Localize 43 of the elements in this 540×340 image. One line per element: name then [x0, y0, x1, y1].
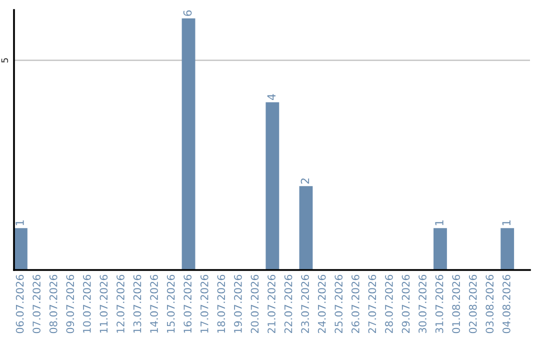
data-label: 1 [502, 220, 510, 226]
x-tick-label: 31.07.2026 [435, 274, 444, 334]
data-label: 4 [267, 94, 276, 100]
x-tick-label: 25.07.2026 [334, 274, 343, 334]
x-tick-label: 13.07.2026 [133, 274, 142, 333]
x-tick-label: 02.08.2026 [468, 274, 477, 334]
x-tick-label: 20.07.2026 [250, 274, 259, 334]
y-tick-label: 5 [1, 58, 8, 62]
x-tick-label: 23.07.2026 [301, 274, 310, 334]
x-tick-label: 07.07.2026 [32, 274, 41, 334]
x-tick-label: 18.07.2026 [217, 274, 226, 333]
x-tick-label: 24.07.2026 [318, 274, 326, 334]
x-tick-label: 22.07.2026 [284, 274, 292, 334]
data-label: 1 [16, 220, 24, 226]
data-label: 6 [183, 10, 192, 16]
x-tick-label: 26.07.2026 [351, 274, 360, 334]
x-tick-label: 19.07.2026 [234, 274, 242, 333]
x-tick-label: 03.08.2026 [486, 274, 494, 334]
x-tick-label: 12.07.2026 [116, 274, 124, 333]
bar [299, 186, 313, 270]
x-tick-label: 09.07.2026 [66, 274, 74, 334]
bar [266, 102, 280, 270]
data-label: 1 [435, 220, 444, 226]
x-tick-label: 21.07.2026 [268, 274, 276, 334]
x-tick-label: 01.08.2026 [452, 274, 460, 334]
x-tick-label: 15.07.2026 [166, 274, 175, 333]
bar [14, 228, 28, 270]
x-tick-label: 16.07.2026 [184, 274, 192, 333]
x-tick-label: 17.07.2026 [200, 274, 208, 333]
x-tick-label: 04.08.2026 [502, 274, 510, 334]
x-tick-label: 10.07.2026 [82, 274, 91, 333]
data-label: 2 [300, 178, 310, 184]
bar [434, 228, 447, 270]
x-tick-label: 08.07.2026 [49, 274, 58, 334]
bar [182, 18, 196, 270]
x-tick-label: 29.07.2026 [402, 274, 410, 334]
x-tick-label: 27.07.2026 [368, 274, 376, 334]
x-tick-label: 11.07.2026 [100, 274, 108, 333]
bar [500, 228, 514, 270]
x-tick-label: 28.07.2026 [385, 274, 393, 334]
x-tick-label: 30.07.2026 [418, 274, 426, 334]
x-tick-label: 06.07.2026 [16, 274, 24, 334]
x-tick-label: 14.07.2026 [150, 274, 158, 333]
